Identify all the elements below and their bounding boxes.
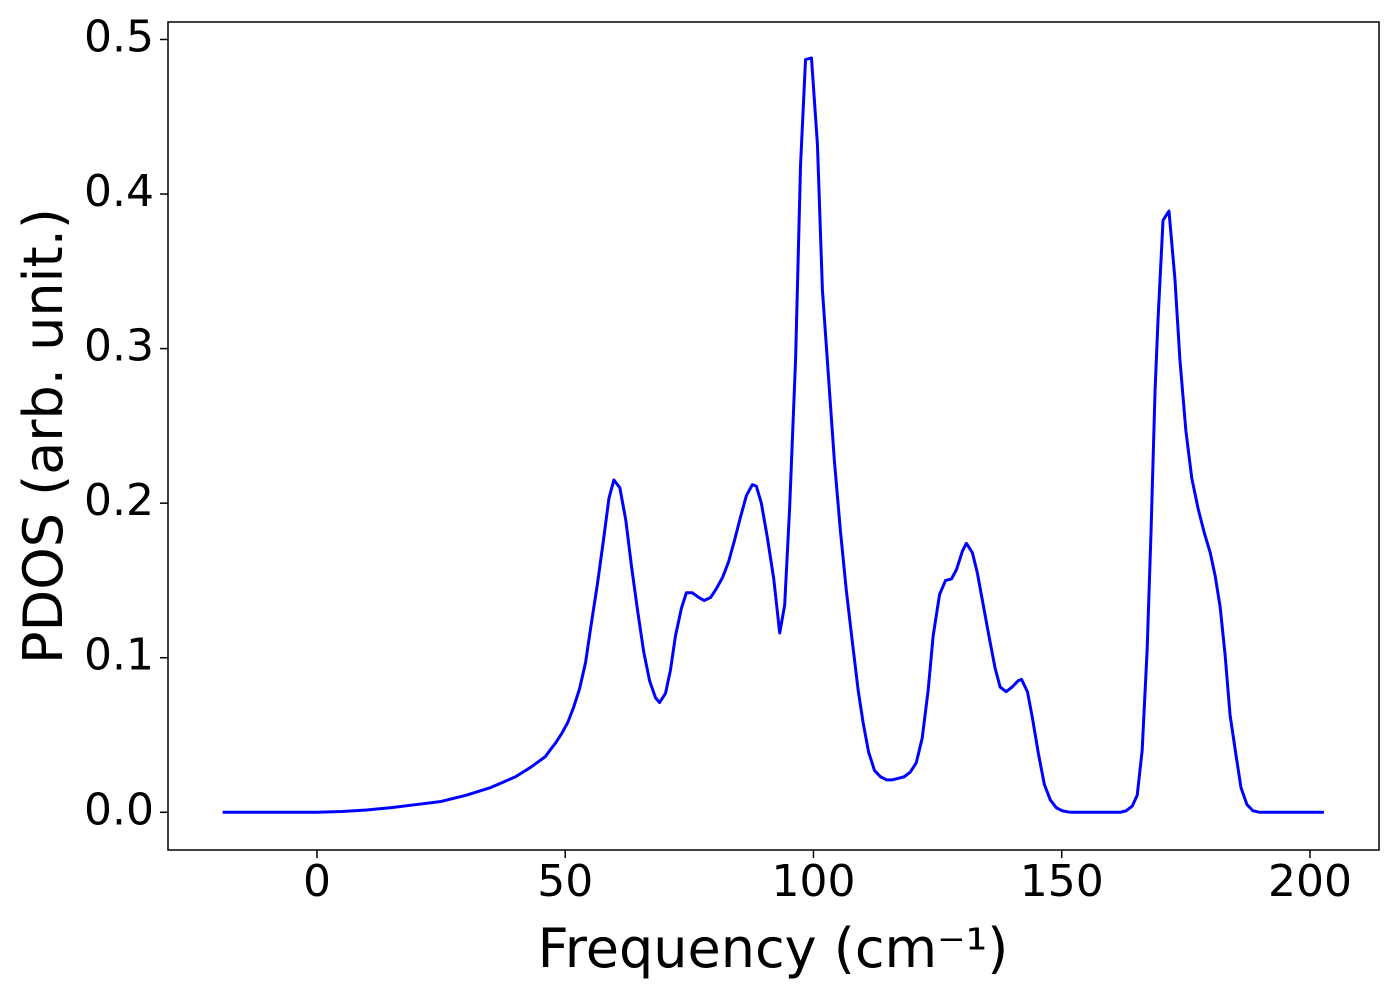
y-axis-label: PDOS (arb. unit.) — [12, 208, 75, 664]
y-tick-label: 0.5 — [84, 11, 154, 62]
x-tick-label: 150 — [1020, 856, 1104, 907]
x-tick-label: 0 — [303, 856, 331, 907]
plot-frame — [167, 21, 1380, 851]
x-tick-label: 100 — [771, 856, 855, 907]
x-axis-label: Frequency (cm⁻¹) — [538, 917, 1009, 980]
x-tick-label: 50 — [537, 856, 593, 907]
y-tick-label: 0.2 — [84, 475, 154, 526]
x-tick-label: 200 — [1268, 856, 1352, 907]
y-tick-label: 0.3 — [84, 321, 154, 372]
y-tick-label: 0.4 — [84, 166, 154, 217]
y-tick-label: 0.1 — [84, 630, 154, 681]
y-tick-label: 0.0 — [84, 784, 154, 835]
data-line — [222, 56, 1324, 814]
